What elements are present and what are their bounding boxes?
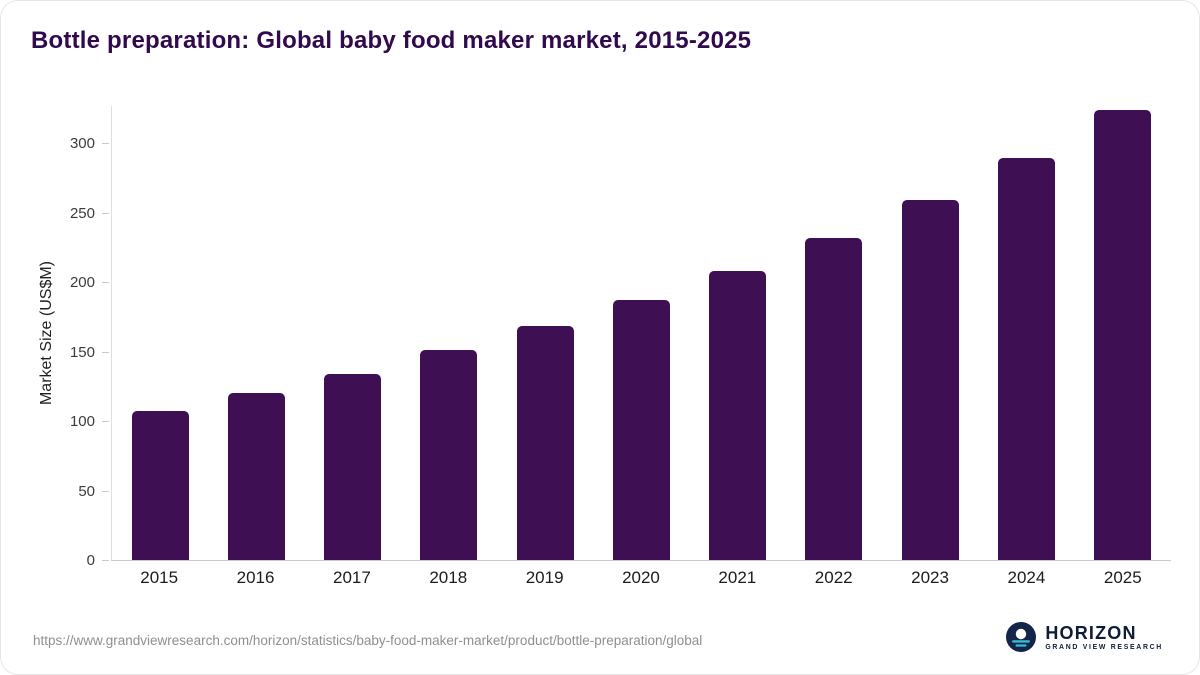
x-tick-label: 2019 <box>525 568 564 587</box>
bar-2022 <box>805 237 863 560</box>
x-tick-label: 2023 <box>911 568 949 587</box>
bar-2020 <box>612 300 670 560</box>
y-tick-label: 50 <box>78 482 95 500</box>
x-axis-labels: 2015 2016 2017 2018 2019 2020 2021 2022 2023 2024… <box>111 568 1171 588</box>
y-tick-mark <box>102 560 109 561</box>
x-tick-label: 2020 <box>622 568 660 587</box>
bar-2025 <box>1094 109 1152 560</box>
bar-2021 <box>709 270 767 560</box>
y-tick-mark <box>102 212 109 214</box>
y-tick-label: 250 <box>69 204 95 222</box>
logo-text: HORIZON GRAND VIEW RESEARCH <box>1045 624 1163 651</box>
y-tick-mark <box>102 351 109 353</box>
logo-subtitle: GRAND VIEW RESEARCH <box>1045 643 1163 651</box>
y-tick-label: 300 <box>69 135 95 152</box>
source-url: https://www.grandviewresearch.com/horizo… <box>33 633 703 648</box>
bar-slot <box>882 106 978 560</box>
y-tick-mark <box>102 143 109 144</box>
x-tick-label: 2022 <box>814 568 853 587</box>
logo-title: HORIZON <box>1045 622 1137 643</box>
x-tick-label: 2024 <box>1007 568 1046 587</box>
y-axis: 0 50 100 150 200 250 300 <box>31 106 111 569</box>
x-tick-label: 2025 <box>1103 568 1142 587</box>
y-tick-label: 100 <box>69 413 95 430</box>
plot-area <box>111 106 1171 561</box>
y-tick-mark <box>102 490 109 492</box>
y-tick-label: 200 <box>69 274 95 291</box>
bar-2015 <box>131 411 189 560</box>
page-title: Bottle preparation: Global baby food mak… <box>31 27 752 54</box>
x-tick-label: 2017 <box>332 568 371 587</box>
bar-slot <box>1075 106 1171 560</box>
bar-2023 <box>901 200 959 560</box>
brand-logo: HORIZON GRAND VIEW RESEARCH <box>1006 622 1163 652</box>
bar-2018 <box>420 350 478 560</box>
bar-slot <box>978 106 1074 560</box>
bar-2019 <box>516 326 574 560</box>
y-tick-mark <box>102 282 109 283</box>
bar-slot <box>690 106 786 560</box>
bar-chart: Market Size (US$M) 0 50 100 150 200 250 300 20… <box>31 106 1171 606</box>
bar-slot <box>593 106 689 560</box>
bar-slot <box>497 106 593 560</box>
bar-slot <box>401 106 497 560</box>
bar-2017 <box>324 373 382 560</box>
y-tick-mark <box>102 421 109 422</box>
x-tick-label: 2021 <box>718 568 757 587</box>
x-tick-label: 2015 <box>140 568 179 587</box>
y-tick-label: 0 <box>86 552 95 569</box>
x-tick-label: 2018 <box>429 568 468 587</box>
bar-slot <box>786 106 882 560</box>
bar-2024 <box>998 158 1056 560</box>
bar-slot <box>305 106 401 560</box>
x-tick-label: 2016 <box>236 568 275 587</box>
y-tick-label: 150 <box>69 343 95 361</box>
bar-slot <box>112 106 208 560</box>
horizon-logo-icon <box>1006 622 1037 652</box>
bar-2016 <box>227 393 285 560</box>
bar-slot <box>208 106 304 560</box>
